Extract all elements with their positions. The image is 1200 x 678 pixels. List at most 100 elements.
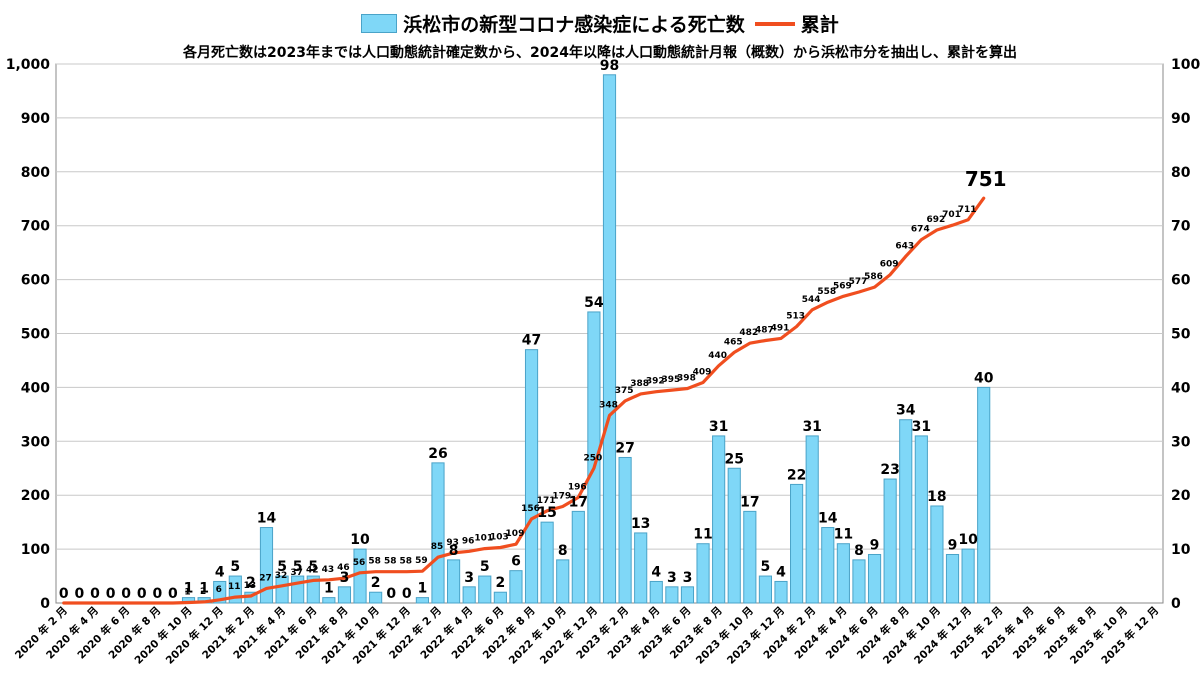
x-tick-label: 2020 年 10 月 xyxy=(132,604,195,667)
bar-value-label: 3 xyxy=(340,570,350,586)
bar-value-label: 1 xyxy=(184,581,194,597)
cumulative-value-label: 46 xyxy=(337,563,350,573)
bar xyxy=(291,575,305,604)
bar-value-label: 11 xyxy=(834,527,853,543)
y-right-tick-label: 70 xyxy=(1171,219,1191,235)
bar xyxy=(524,349,539,604)
x-tick-label: 2020 年 12 月 xyxy=(163,604,226,667)
x-tick-label: 2021 年 10 月 xyxy=(319,604,382,667)
cumulative-value-label: 13 xyxy=(244,581,257,591)
bar-value-label: 0 xyxy=(402,586,412,602)
cumulative-value-label: 58 xyxy=(400,557,413,567)
cumulative-value-label: 392 xyxy=(646,377,665,387)
bar xyxy=(556,559,570,604)
bar-value-label: 11 xyxy=(693,527,712,543)
bar xyxy=(259,527,274,604)
cumulative-value-label: 388 xyxy=(630,379,649,389)
cumulative-value-label: 544 xyxy=(802,295,821,305)
bar xyxy=(930,505,944,604)
y-right-tick-label: 60 xyxy=(1171,273,1191,289)
bar-value-label: 8 xyxy=(449,543,459,559)
bar xyxy=(540,521,554,604)
cumulative-value-label: 487 xyxy=(755,326,774,336)
bar xyxy=(852,559,866,604)
cumulative-value-label: 27 xyxy=(259,573,272,583)
bar-value-label: 34 xyxy=(896,403,916,419)
bar xyxy=(462,586,476,604)
bar-value-label: 9 xyxy=(948,537,958,553)
bar-value-label: 0 xyxy=(75,586,85,602)
cumulative-value-label: 85 xyxy=(431,542,444,552)
bar xyxy=(914,435,928,604)
legend-bar-item: 浜松市の新型コロナ感染症による死亡数 xyxy=(361,10,745,37)
legend-line-item: 累計 xyxy=(754,10,839,37)
legend-bar-swatch xyxy=(361,14,398,33)
bar-value-label: 0 xyxy=(59,586,69,602)
bar xyxy=(306,575,320,604)
bar-value-label: 23 xyxy=(880,462,899,478)
cumulative-value-label: 482 xyxy=(739,328,758,338)
x-tick-label: 2022 年 12 月 xyxy=(537,604,600,667)
y-left-tick-label: 0 xyxy=(40,596,50,612)
bar xyxy=(602,74,617,604)
cumulative-value-label: 56 xyxy=(353,558,366,568)
bar-value-label: 1 xyxy=(418,581,428,597)
cumulative-value-label: 6 xyxy=(216,585,222,595)
bar-value-label: 5 xyxy=(308,559,318,575)
bar-value-label: 17 xyxy=(740,494,759,510)
bar-value-label: 0 xyxy=(152,586,162,602)
x-tick-label: 2025 年 10 月 xyxy=(1067,604,1130,667)
x-tick-label: 2023 年 12 月 xyxy=(724,604,787,667)
cumulative-value-label: 59 xyxy=(415,556,428,566)
y-right-tick-label: 90 xyxy=(1171,111,1191,127)
bar xyxy=(415,597,429,604)
y-right-tick-label: 40 xyxy=(1171,380,1191,396)
x-tick-label: 2025 年 12 月 xyxy=(1099,604,1162,667)
bar-value-label: 0 xyxy=(168,586,178,602)
cumulative-final-label: 751 xyxy=(965,167,1007,191)
cumulative-value-label: 465 xyxy=(724,337,743,347)
bar xyxy=(867,553,882,604)
bar-value-label: 2 xyxy=(495,575,505,591)
cumulative-value-label: 395 xyxy=(661,375,680,385)
bar xyxy=(821,527,835,604)
y-left-tick-label: 200 xyxy=(21,488,50,504)
bar xyxy=(977,386,991,604)
bar-value-label: 14 xyxy=(818,511,838,527)
cumulative-value-label: 701 xyxy=(942,210,961,220)
bar-value-label: 0 xyxy=(137,586,147,602)
bar-value-label: 4 xyxy=(215,564,225,580)
bar-value-label: 3 xyxy=(683,570,693,586)
cumulative-value-label: 577 xyxy=(849,277,868,287)
bar-value-label: 1 xyxy=(199,581,209,597)
x-tick-label: 2022 年 10 月 xyxy=(506,604,569,667)
y-left-tick-label: 300 xyxy=(21,434,50,450)
bar xyxy=(587,311,601,604)
cumulative-value-label: 569 xyxy=(833,281,852,291)
bar-value-label: 25 xyxy=(724,451,743,467)
bar-value-label: 5 xyxy=(277,559,287,575)
cumulative-value-label: 250 xyxy=(584,453,603,463)
bar xyxy=(696,543,710,604)
bar-value-label: 27 xyxy=(615,440,634,456)
cumulative-value-label: 93 xyxy=(446,538,459,548)
y-left-tick-label: 100 xyxy=(21,542,50,558)
x-tick-label: 2023 年 10 月 xyxy=(693,604,756,667)
bar-value-label: 31 xyxy=(709,419,728,435)
cumulative-value-label: 32 xyxy=(275,571,288,581)
bar xyxy=(945,553,960,604)
cumulative-value-label: 2 xyxy=(200,587,206,597)
bar-value-label: 4 xyxy=(651,564,661,580)
cumulative-value-label: 43 xyxy=(322,565,335,575)
bar-value-label: 2 xyxy=(371,575,381,591)
y-right-tick-label: 80 xyxy=(1171,165,1191,181)
bar-value-label: 0 xyxy=(90,586,100,602)
cumulative-value-label: 409 xyxy=(693,368,712,378)
y-right-tick-label: 10 xyxy=(1171,542,1191,558)
x-tick-label: 2024 年 12 月 xyxy=(911,604,974,667)
bar xyxy=(790,483,804,604)
bar-value-label: 14 xyxy=(257,511,277,527)
bar xyxy=(369,591,383,604)
bar xyxy=(447,559,461,604)
